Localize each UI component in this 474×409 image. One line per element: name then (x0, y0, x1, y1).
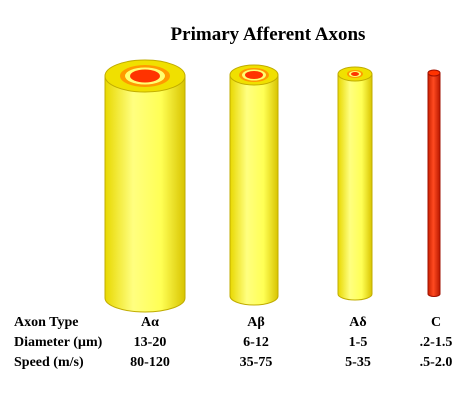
table-cell: Aβ (247, 315, 265, 330)
table-cell: 6-12 (243, 335, 269, 350)
title: Primary Afferent Axons (171, 24, 366, 45)
axon-a-delta (337, 66, 373, 301)
row-label: Speed (m/s) (14, 355, 84, 370)
table-cell: C (431, 315, 441, 330)
table-cell: Aα (141, 315, 159, 330)
table-cell: .5-2.0 (420, 355, 453, 370)
table-cell: Aδ (349, 315, 366, 330)
table-cell: 80-120 (130, 355, 170, 370)
axon-table: Axon Type Aα Aβ Aδ C Diameter (µm) 13-20 6-12 1-… (14, 315, 452, 370)
axon-c (427, 69, 441, 297)
axon-a-alpha (104, 59, 186, 313)
table-cell: 13-20 (134, 335, 167, 350)
table-cell: 1-5 (349, 335, 368, 350)
table-cell: .2-1.5 (420, 335, 453, 350)
table-cell: 35-75 (240, 355, 273, 370)
axon-a-beta (229, 64, 279, 306)
table-cell: 5-35 (345, 355, 371, 370)
row-label: Axon Type (14, 315, 78, 330)
row-label: Diameter (µm) (14, 335, 103, 350)
